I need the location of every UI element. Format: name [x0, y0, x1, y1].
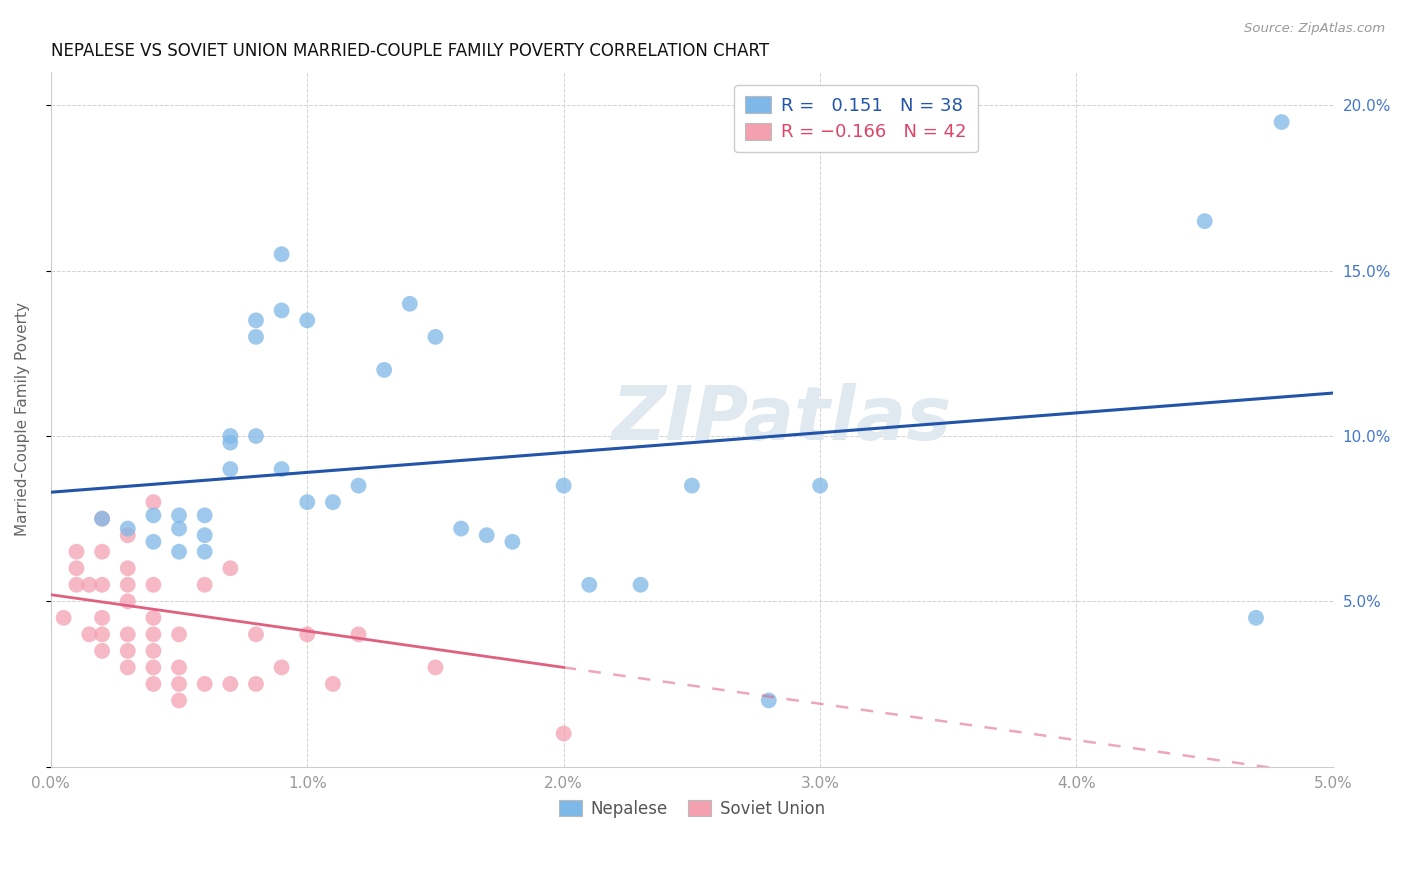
- Point: [297, 313, 319, 327]
- Point: [553, 726, 575, 740]
- Point: [245, 313, 267, 327]
- Point: [347, 627, 370, 641]
- Point: [91, 511, 114, 525]
- Point: [117, 594, 139, 608]
- Point: [79, 627, 101, 641]
- Point: [167, 677, 190, 691]
- Point: [758, 693, 780, 707]
- Point: [65, 545, 87, 559]
- Point: [425, 330, 447, 344]
- Point: [398, 297, 420, 311]
- Point: [142, 644, 165, 658]
- Point: [167, 508, 190, 523]
- Point: [808, 478, 831, 492]
- Point: [270, 303, 292, 318]
- Point: [167, 522, 190, 536]
- Point: [142, 660, 165, 674]
- Point: [630, 578, 652, 592]
- Point: [270, 462, 292, 476]
- Point: [167, 545, 190, 559]
- Point: [142, 627, 165, 641]
- Point: [1194, 214, 1216, 228]
- Point: [475, 528, 498, 542]
- Point: [194, 578, 217, 592]
- Point: [91, 644, 114, 658]
- Point: [117, 578, 139, 592]
- Point: [219, 677, 242, 691]
- Point: [245, 330, 267, 344]
- Point: [194, 677, 217, 691]
- Point: [219, 462, 242, 476]
- Point: [270, 660, 292, 674]
- Point: [373, 363, 395, 377]
- Point: [117, 627, 139, 641]
- Point: [117, 522, 139, 536]
- Point: [194, 545, 217, 559]
- Point: [501, 534, 523, 549]
- Point: [167, 693, 190, 707]
- Point: [347, 478, 370, 492]
- Point: [297, 627, 319, 641]
- Point: [245, 627, 267, 641]
- Point: [65, 578, 87, 592]
- Text: Source: ZipAtlas.com: Source: ZipAtlas.com: [1244, 22, 1385, 36]
- Point: [167, 627, 190, 641]
- Point: [117, 528, 139, 542]
- Point: [91, 611, 114, 625]
- Point: [91, 511, 114, 525]
- Point: [91, 627, 114, 641]
- Point: [91, 545, 114, 559]
- Point: [322, 677, 344, 691]
- Point: [142, 495, 165, 509]
- Point: [1244, 611, 1267, 625]
- Point: [219, 429, 242, 443]
- Point: [245, 677, 267, 691]
- Point: [450, 522, 472, 536]
- Point: [578, 578, 600, 592]
- Point: [194, 528, 217, 542]
- Point: [79, 578, 101, 592]
- Legend: Nepalese, Soviet Union: Nepalese, Soviet Union: [553, 793, 831, 824]
- Text: NEPALESE VS SOVIET UNION MARRIED-COUPLE FAMILY POVERTY CORRELATION CHART: NEPALESE VS SOVIET UNION MARRIED-COUPLE …: [51, 42, 769, 60]
- Point: [194, 508, 217, 523]
- Point: [142, 508, 165, 523]
- Point: [91, 578, 114, 592]
- Point: [270, 247, 292, 261]
- Y-axis label: Married-Couple Family Poverty: Married-Couple Family Poverty: [15, 302, 30, 536]
- Point: [65, 561, 87, 575]
- Text: ZIPatlas: ZIPatlas: [612, 383, 952, 456]
- Point: [142, 611, 165, 625]
- Point: [425, 660, 447, 674]
- Point: [1271, 115, 1294, 129]
- Point: [553, 478, 575, 492]
- Point: [681, 478, 703, 492]
- Point: [142, 534, 165, 549]
- Point: [117, 561, 139, 575]
- Point: [117, 660, 139, 674]
- Point: [142, 677, 165, 691]
- Point: [219, 561, 242, 575]
- Point: [142, 578, 165, 592]
- Point: [167, 660, 190, 674]
- Point: [322, 495, 344, 509]
- Point: [117, 644, 139, 658]
- Point: [297, 495, 319, 509]
- Point: [245, 429, 267, 443]
- Point: [52, 611, 75, 625]
- Point: [219, 435, 242, 450]
